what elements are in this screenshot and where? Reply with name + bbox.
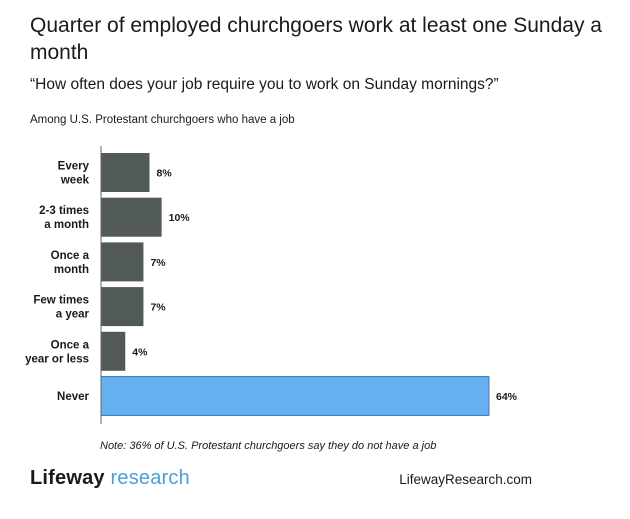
- bar-4: [101, 331, 126, 371]
- category-label-2: Once a month: [51, 250, 90, 276]
- bar-0: [101, 153, 150, 192]
- bar-5: [100, 376, 490, 416]
- category-label-3: Few times a year: [33, 295, 89, 321]
- category-label-5: Never: [57, 391, 89, 403]
- footnote: Note: 36% of U.S. Protestant churchgoers…: [100, 440, 437, 452]
- value-label-1: 10%: [169, 212, 191, 224]
- value-label-3: 7%: [150, 302, 166, 314]
- brand-logo-part1: Lifeway: [30, 467, 105, 489]
- population-note: Among U.S. Protestant churchgoers who ha…: [30, 114, 295, 126]
- value-label-0: 8%: [157, 168, 173, 180]
- chart-subtitle: “How often does your job require you to …: [30, 76, 499, 93]
- chart-title: Quarter of employed churchgoers work at …: [30, 14, 602, 64]
- bar-chart: Every week 8% 2-3 times a month 10% Once a mont…: [25, 146, 518, 424]
- value-label-4: 4%: [132, 346, 148, 358]
- value-label-2: 7%: [150, 257, 166, 269]
- value-label-5: 64%: [496, 391, 518, 403]
- bar-1: [101, 197, 162, 237]
- category-label-4: Once a year or less: [25, 339, 90, 365]
- website-link[interactable]: LifewayResearch.com: [399, 472, 532, 487]
- bar-3: [101, 287, 144, 327]
- brand-logo-part2: research: [104, 467, 190, 489]
- category-label-1: 2-3 times a month: [39, 205, 89, 231]
- bar-2: [101, 242, 144, 282]
- category-label-0: Every week: [58, 161, 90, 187]
- brand-logo: Lifeway research: [30, 467, 190, 490]
